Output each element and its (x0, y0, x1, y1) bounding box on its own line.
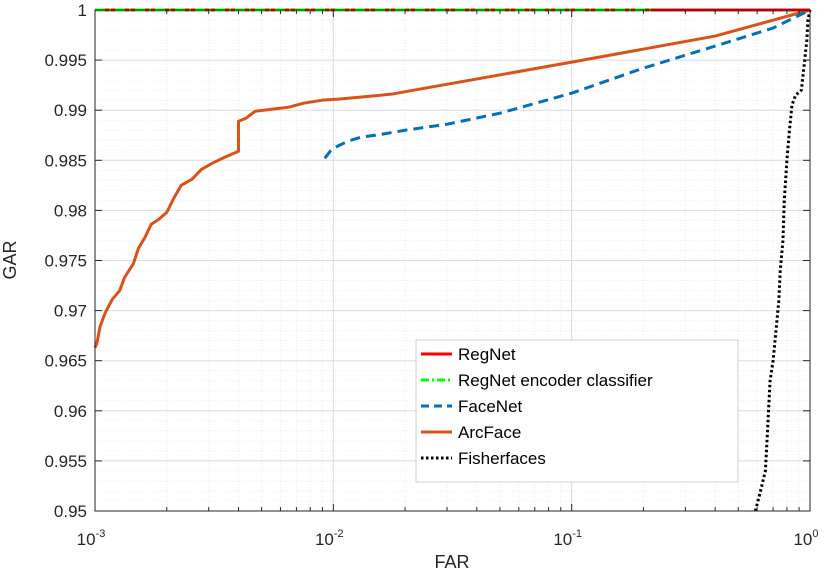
legend-entry-label: ArcFace (458, 423, 521, 442)
y-tick-label: 0.96 (54, 402, 87, 421)
legend-entry-label: Fisherfaces (458, 449, 546, 468)
y-tick-label: 0.955 (44, 452, 87, 471)
y-tick-labels: 0.95 0.955 0.96 0.965 0.97 0.975 0.98 0.985 0.99… (44, 1, 87, 521)
y-tick-label: 0.97 (54, 302, 87, 321)
y-tick-label: 0.98 (54, 201, 87, 220)
x-tick-labels: 10-3 10-2 10-1 100 (77, 528, 819, 549)
y-tick-label: 0.995 (44, 51, 87, 70)
y-axis-label: GAR (0, 240, 20, 279)
legend-entry-label: RegNet encoder classifier (458, 371, 653, 390)
legend-box (415, 339, 739, 483)
x-tick-label: 10-1 (553, 528, 582, 549)
x-tick-label: 100 (793, 528, 818, 549)
y-tick-label: 0.965 (44, 352, 87, 371)
legend-entry-label: FaceNet (458, 397, 523, 416)
legend: RegNet RegNet encoder classifier FaceNet Ar… (415, 339, 739, 483)
x-axis-label: FAR (434, 552, 469, 572)
series-line-facenet (323, 8, 811, 160)
y-tick-label: 0.95 (54, 502, 87, 521)
series-line-arcface (93, 8, 811, 349)
y-tick-label: 0.975 (44, 252, 87, 271)
legend-entry-label: RegNet (458, 345, 516, 364)
series-line-fisherfaces (753, 9, 812, 512)
tick-marks (94, 9, 811, 512)
y-tick-label: 0.99 (54, 101, 87, 120)
y-tick-label: 1 (78, 1, 87, 20)
y-tick-label: 0.985 (44, 151, 87, 170)
x-tick-label: 10-2 (315, 528, 344, 549)
x-tick-label: 10-3 (77, 528, 106, 549)
